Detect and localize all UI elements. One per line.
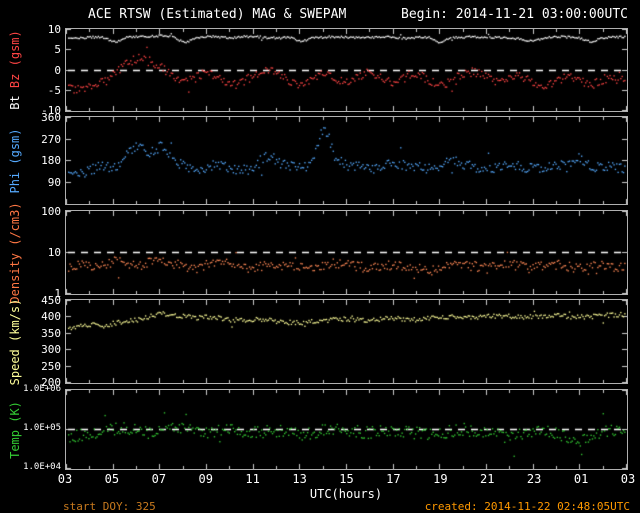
ylabel-mag: Bt Bz (gsm) (8, 30, 22, 110)
ytick-density-10: 10 (47, 246, 61, 259)
ytick-speed-400: 400 (41, 310, 61, 324)
xtick-1-05: 05 (104, 472, 120, 486)
plot-title: ACE RTSW (Estimated) MAG & SWEPAM (88, 7, 347, 22)
ytick-speed-250: 250 (41, 359, 61, 373)
ytick-phi-360: 360 (41, 111, 61, 124)
xtick-10-23: 23 (526, 472, 542, 486)
x-axis-title: UTC(hours) (309, 487, 383, 501)
ytick-mag-10: 10 (47, 23, 61, 36)
ylabel-part-gsm: (gsm) (8, 30, 22, 74)
ytick-mag--10: -10 (41, 104, 61, 117)
ylabel-speed: Speed (km/s) (8, 298, 22, 385)
ytick-density-1: 1 (54, 287, 61, 300)
ylabel-temp: Temp (K) (8, 401, 22, 459)
ytick-temp-1.0E+04: 1.0E+04 (23, 462, 61, 472)
ytick-phi-270: 270 (41, 132, 61, 146)
ytick-speed-200: 200 (41, 376, 61, 389)
xtick-3-09: 09 (198, 472, 213, 486)
start-doy-label: start DOY: 325 (63, 500, 156, 513)
panel-temp (65, 389, 628, 470)
xtick-2-07: 07 (151, 472, 167, 486)
ytick-speed-450: 450 (41, 294, 61, 307)
panel-temp-canvas (66, 390, 627, 469)
xtick-12-03: 03 (620, 472, 636, 486)
xtick-4-11: 11 (245, 472, 260, 486)
ytick-speed-300: 300 (41, 343, 61, 357)
panel-mag (65, 28, 628, 112)
xtick-9-21: 21 (480, 472, 495, 486)
xtick-6-15: 15 (339, 472, 354, 486)
ytick-mag--5: -5 (47, 83, 61, 97)
panel-mag-canvas (66, 29, 627, 111)
xtick-11-01: 01 (573, 472, 589, 486)
xtick-7-17: 17 (386, 472, 401, 486)
ytick-temp-1.0E+06: 1.0E+06 (23, 384, 61, 394)
ylabel-part-densitycm3: Density (/cm3) (8, 201, 22, 304)
ylabel-part-bt: Bt (8, 95, 22, 110)
begin-timestamp: Begin: 2014-11-21 03:00:00UTC (401, 7, 628, 22)
ylabel-density: Density (/cm3) (8, 202, 22, 303)
panel-density (65, 210, 628, 295)
panel-speed (65, 299, 628, 384)
ytick-mag-0: 0 (54, 63, 61, 77)
ytick-speed-350: 350 (41, 326, 61, 340)
ylabel-part-tempk: Temp (K) (8, 400, 22, 459)
ylabel-part-bz: Bz (8, 73, 22, 96)
xtick-8-19: 19 (433, 472, 448, 486)
panel-phi (65, 116, 628, 205)
panel-phi-canvas (66, 117, 627, 204)
panel-speed-canvas (66, 300, 627, 383)
ytick-temp-1.0E+05: 1.0E+05 (23, 423, 61, 433)
xtick-0-03: 03 (57, 472, 73, 486)
ytick-phi-180: 180 (41, 154, 61, 167)
ytick-mag-5: 5 (54, 43, 61, 57)
xtick-5-13: 13 (292, 472, 307, 486)
ylabel-phi: Phi (gsm) (8, 128, 22, 193)
ytick-density-100: 100 (41, 205, 61, 218)
created-timestamp: created: 2014-11-22 02:48:05UTC (424, 500, 630, 513)
ylabel-part-phigsm: Phi (gsm) (8, 127, 22, 194)
ytick-phi-90: 90 (47, 175, 61, 189)
panel-density-canvas (66, 211, 627, 294)
ylabel-part-speedkms: Speed (km/s) (8, 298, 22, 385)
